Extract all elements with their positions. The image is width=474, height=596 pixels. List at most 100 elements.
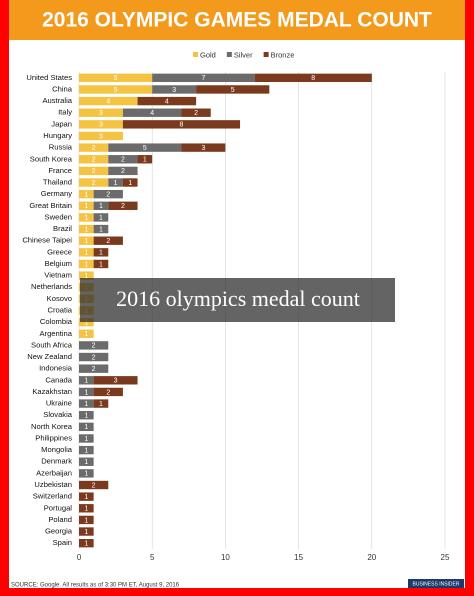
data-label: 1 (143, 157, 147, 164)
legend-swatch (193, 52, 198, 57)
data-label: 1 (99, 215, 103, 222)
y-tick-label: Slovakia (43, 410, 72, 419)
data-label: 1 (84, 401, 88, 408)
data-label: 1 (84, 250, 88, 257)
bar-segment (79, 445, 94, 455)
legend-swatch (263, 52, 269, 57)
y-tick-label: South Korea (30, 154, 73, 163)
overlay-band (80, 278, 395, 322)
data-label: 3 (99, 110, 103, 117)
bar-segment (108, 178, 123, 187)
bar-segment (79, 317, 94, 327)
y-tick-label: Thailand (43, 178, 72, 187)
data-label: 2 (92, 366, 96, 373)
data-label: 1 (84, 203, 88, 210)
y-tick-label: Japan (51, 119, 72, 128)
data-label: 1 (84, 541, 88, 548)
data-label: 1 (84, 378, 88, 385)
data-label: 2 (106, 192, 110, 199)
data-label: 2 (106, 238, 110, 245)
data-label: 4 (165, 98, 169, 105)
bar-segment (93, 248, 109, 257)
bar-segment (152, 85, 197, 94)
bar-segment (93, 201, 109, 210)
data-label: 1 (99, 401, 103, 408)
y-tick-label: Georgia (45, 527, 73, 536)
bar-segment (79, 387, 94, 397)
data-label: 1 (84, 331, 88, 338)
bar-segment (79, 108, 123, 117)
y-tick-label: Colombia (40, 317, 73, 326)
y-tick-label: Kosovo (47, 294, 72, 303)
data-label: 3 (114, 378, 118, 385)
y-tick-label: Greece (47, 247, 72, 256)
bar-segment (79, 515, 94, 525)
bar-segment (79, 143, 109, 152)
bar-segment (79, 341, 109, 350)
bar-segment (79, 457, 94, 466)
data-label: 1 (99, 250, 103, 257)
data-label: 2 (121, 168, 125, 175)
data-label: 2 (106, 389, 110, 396)
data-label: 3 (99, 122, 103, 129)
data-label: 7 (201, 75, 205, 82)
data-label: 5 (114, 87, 118, 94)
y-tick-label: Portugal (44, 503, 73, 512)
bar-segment (79, 411, 94, 420)
y-tick-label: Canada (45, 375, 72, 384)
bar-segment (181, 143, 226, 152)
data-label: 5 (143, 145, 147, 152)
data-label: 1 (84, 529, 88, 536)
data-label: 1 (84, 238, 88, 245)
y-tick-label: Hungary (43, 131, 72, 140)
bar-segment (79, 352, 109, 362)
bar-segment (79, 248, 94, 257)
x-tick-label: 5 (150, 553, 155, 562)
y-tick-label: Great Britain (29, 201, 72, 210)
data-label: 3 (99, 133, 103, 140)
data-label: 1 (84, 517, 88, 524)
bar-segment (79, 399, 94, 408)
bar-segment (79, 120, 123, 129)
bar-segment (79, 236, 94, 245)
bar-segment (93, 236, 123, 245)
bar-segment (93, 376, 138, 385)
bar-segment (196, 85, 270, 94)
y-tick-label: Switzerland (33, 492, 72, 501)
data-label: 1 (99, 261, 103, 268)
bar-segment (79, 213, 94, 222)
data-label: 8 (311, 75, 315, 82)
data-label: 4 (150, 110, 154, 117)
y-tick-label: North Korea (31, 422, 73, 431)
bar-segment (79, 469, 94, 478)
bar-segment (79, 527, 94, 536)
legend-label: Bronze (271, 50, 295, 59)
bar-segment (108, 201, 138, 210)
y-tick-label: Belgium (45, 259, 72, 268)
bar-segment (79, 492, 94, 501)
bar-segment (108, 166, 138, 176)
bar-segment (108, 143, 182, 152)
y-tick-label: Chinese Taipei (22, 236, 72, 245)
legend-label: Silver (234, 50, 253, 59)
x-tick-label: 20 (367, 553, 376, 562)
data-label: 1 (114, 180, 118, 187)
data-label: 1 (84, 215, 88, 222)
y-tick-label: Poland (48, 515, 72, 524)
data-label: 1 (84, 273, 88, 280)
x-tick-label: 15 (294, 553, 303, 562)
overlay-caption: 2016 olympics medal count (116, 286, 360, 311)
data-label: 4 (106, 98, 110, 105)
bar-segment (79, 271, 94, 280)
bar-segment (93, 224, 109, 234)
bar-segment (122, 108, 182, 117)
bar-segment (122, 120, 241, 129)
bar-segment (93, 387, 123, 397)
legend-swatch (226, 52, 232, 57)
logo: BUSINESS INSIDER (413, 581, 460, 587)
bar-segment (137, 155, 153, 164)
y-tick-label: Indonesia (39, 364, 73, 373)
y-tick-label: Denmark (41, 457, 72, 466)
y-tick-label: United States (26, 73, 72, 82)
